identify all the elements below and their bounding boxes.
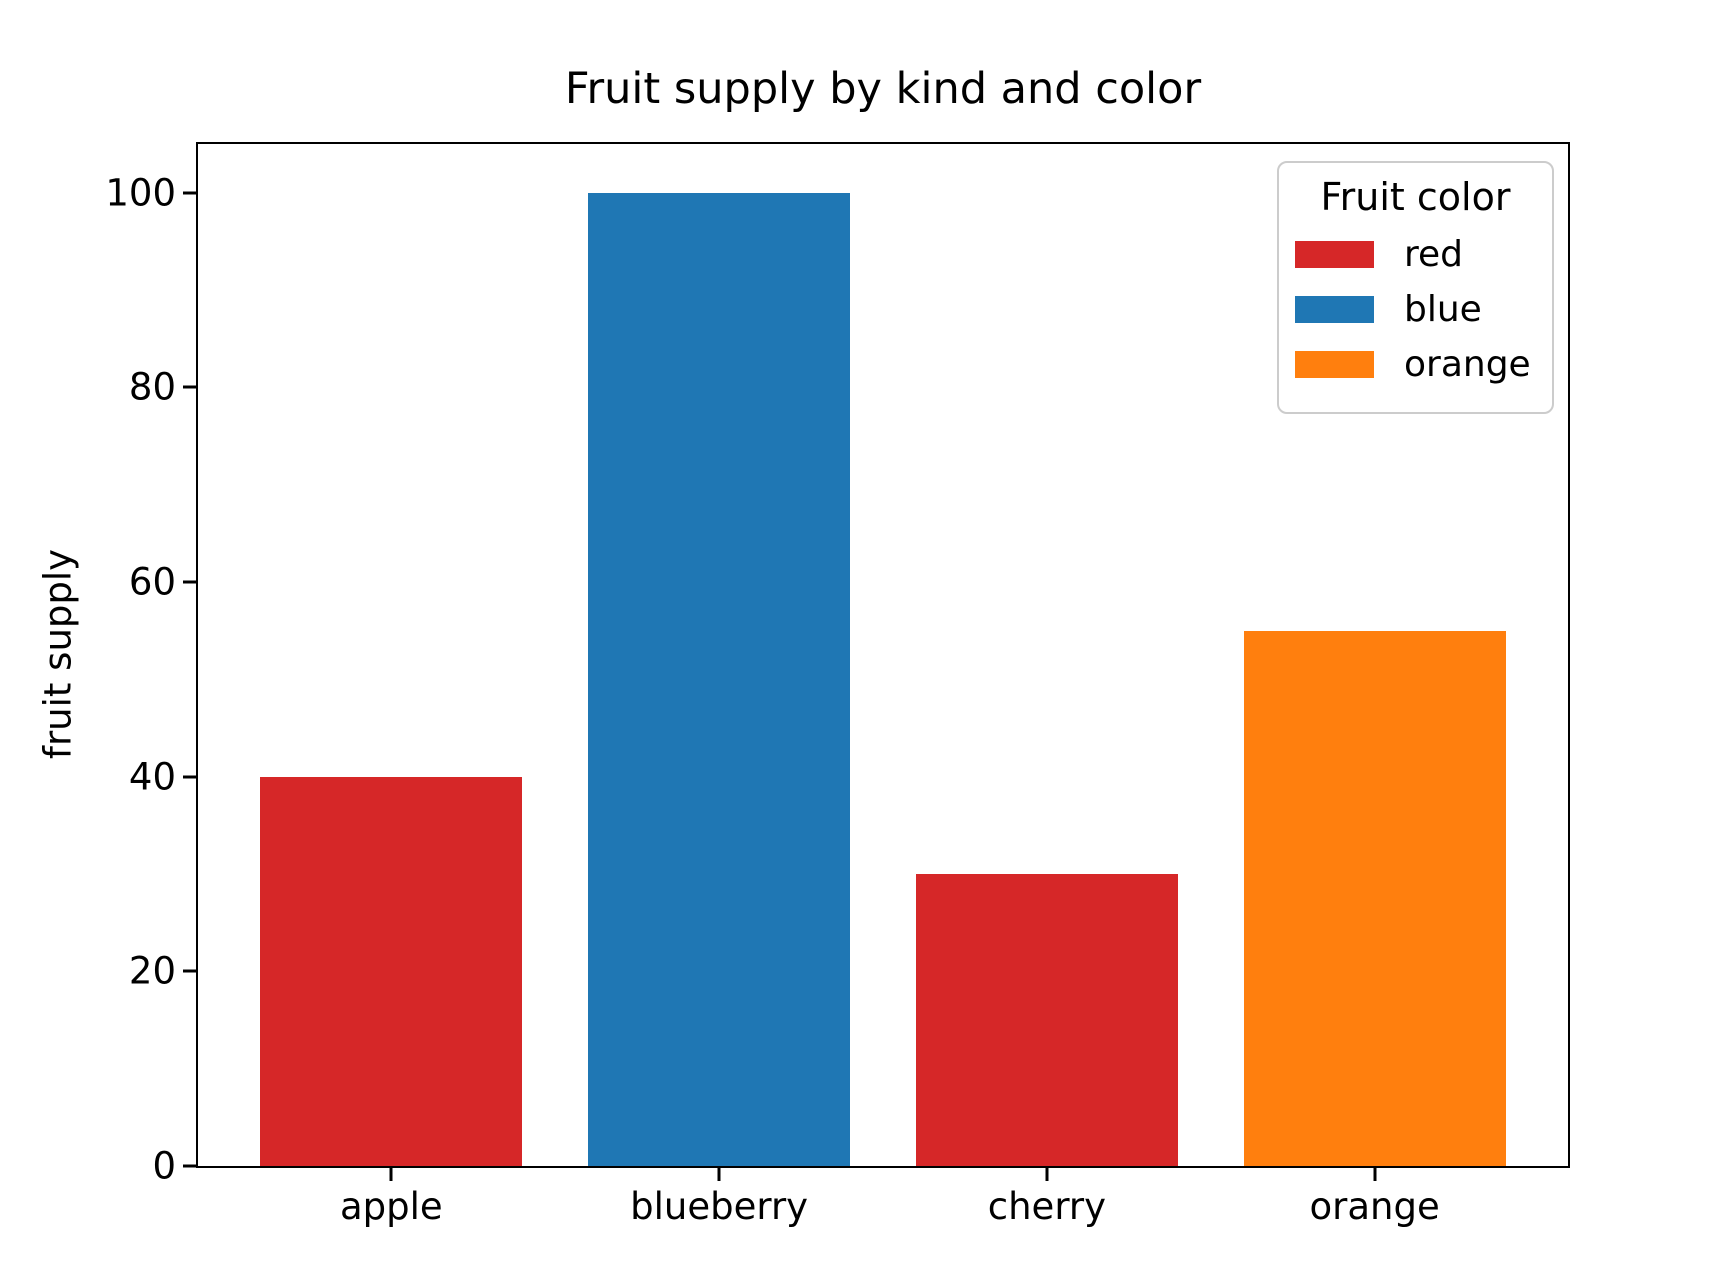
y-tick-mark-40 <box>183 775 196 779</box>
legend-item-red: red <box>1295 233 1538 276</box>
bar-apple <box>260 776 523 1166</box>
legend-swatch-blue <box>1295 295 1374 323</box>
legend-item-orange: orange <box>1295 343 1538 386</box>
bar-orange <box>1243 630 1506 1166</box>
y-tick-label-100: 100 <box>105 171 176 215</box>
y-tick-mark-100 <box>183 191 196 195</box>
x-tick-mark-blueberry <box>717 1168 721 1181</box>
chart-title: Fruit supply by kind and color <box>564 64 1202 114</box>
legend-swatch-red <box>1295 240 1374 268</box>
legend-label-blue: blue <box>1404 288 1482 330</box>
legend-items: red blue orange <box>1293 233 1538 387</box>
y-tick-mark-80 <box>183 385 196 389</box>
x-tick-mark-orange <box>1373 1168 1377 1181</box>
y-tick-label-0: 0 <box>152 1144 176 1188</box>
legend-swatch-orange <box>1295 351 1374 379</box>
y-tick-label-80: 80 <box>128 365 176 409</box>
x-tick-label-orange: orange <box>1309 1185 1440 1228</box>
y-tick-label-60: 60 <box>128 560 176 604</box>
legend: Fruit color red blue orange <box>1277 161 1554 415</box>
y-tick-label-20: 20 <box>128 949 176 993</box>
plot-area: 0 20 40 60 80 100 apple blueberry cherry orange … <box>105 142 1570 1225</box>
bar-blueberry <box>588 192 851 1166</box>
legend-label-orange: orange <box>1404 343 1531 385</box>
legend-item-blue: blue <box>1295 288 1538 331</box>
bar-cherry <box>915 874 1178 1166</box>
x-tick-label-apple: apple <box>340 1185 443 1228</box>
x-tick-mark-apple <box>389 1168 393 1181</box>
y-tick-mark-60 <box>183 580 196 584</box>
y-tick-label-40: 40 <box>128 755 176 799</box>
y-tick-mark-0 <box>183 1164 196 1168</box>
legend-label-red: red <box>1404 233 1464 275</box>
x-tick-label-cherry: cherry <box>987 1185 1106 1228</box>
legend-title: Fruit color <box>1320 175 1511 219</box>
x-tick-mark-cherry <box>1045 1168 1049 1181</box>
y-tick-mark-20 <box>183 969 196 973</box>
x-tick-label-blueberry: blueberry <box>630 1185 809 1228</box>
